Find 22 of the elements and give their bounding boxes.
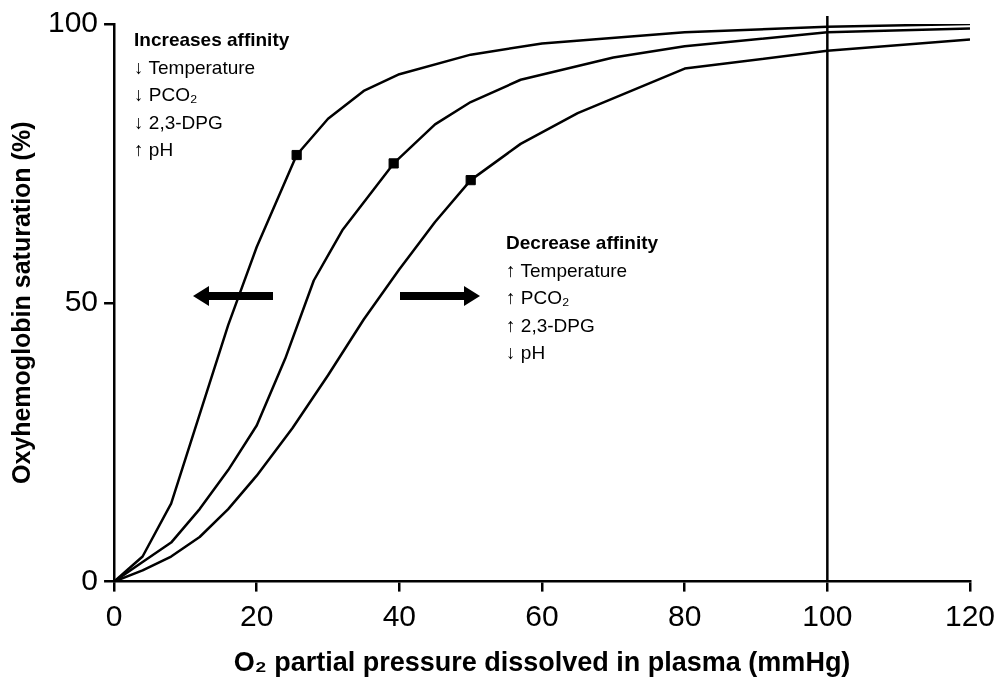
annotation: ↓ pH: [506, 342, 546, 364]
annotation: ↓ PCO₂: [134, 84, 198, 106]
annotation: Increases affinity: [134, 29, 290, 51]
annotation: ↑ pH: [134, 139, 174, 161]
annotation: ↓ Temperature: [134, 56, 256, 78]
annotation: ↓ 2,3-DPG: [134, 111, 223, 133]
x-axis-title: O₂ partial pressure dissolved in plasma (mmHg): [233, 647, 851, 678]
y-tick-label: 100: [47, 5, 99, 39]
annotation: ↑ PCO₂: [506, 287, 570, 309]
x-tick-label: 120: [944, 598, 996, 632]
y-tick-label: 0: [81, 562, 99, 596]
y-axis-title: Oxyhemoglobin saturation (%): [6, 121, 35, 485]
x-tick-label: 40: [382, 598, 417, 632]
x-tick-label: 80: [668, 598, 702, 632]
x-tick-label: 100: [802, 598, 853, 632]
x-tick-label: 20: [240, 598, 274, 632]
y-tick-label: 50: [64, 284, 99, 318]
annotation: Decrease affinity: [506, 232, 659, 254]
annotation: ↑ Temperature: [506, 259, 628, 281]
x-tick-label: 60: [525, 598, 559, 632]
x-tick-label: 0: [105, 598, 123, 632]
annotation: ↑ 2,3-DPG: [506, 314, 595, 336]
